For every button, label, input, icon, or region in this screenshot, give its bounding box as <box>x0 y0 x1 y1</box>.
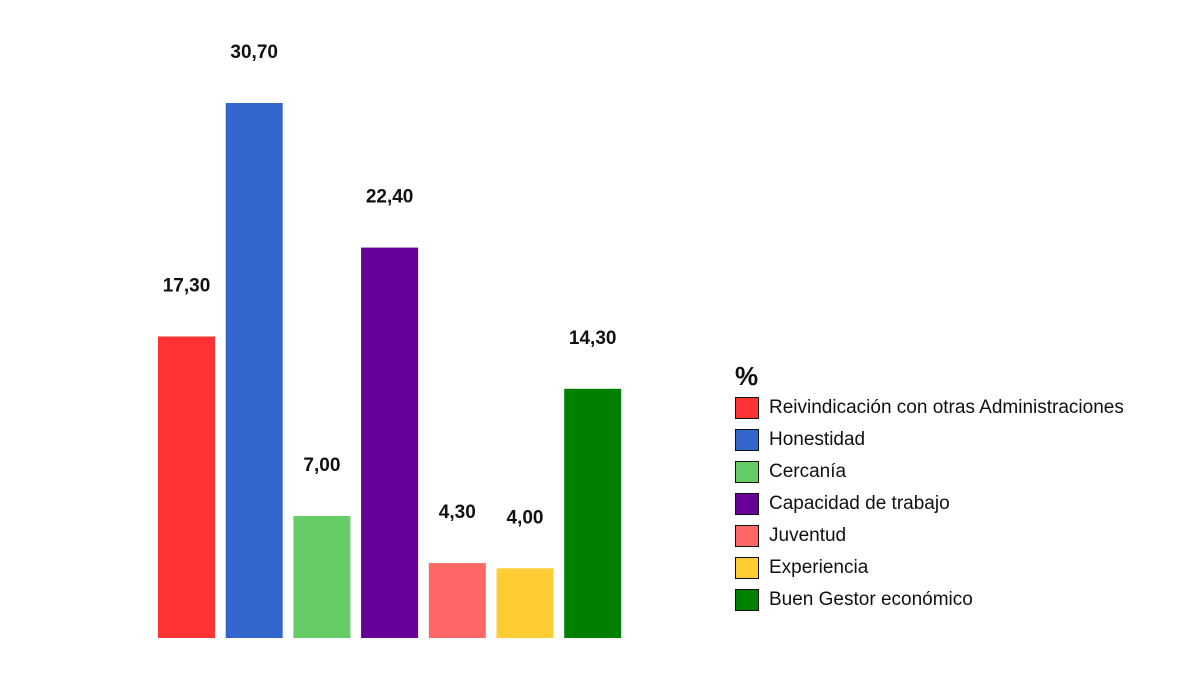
legend-swatch <box>735 525 759 547</box>
bar-5 <box>428 563 486 638</box>
legend-label: Honestidad <box>769 429 866 450</box>
bar-7 <box>564 388 622 638</box>
legend-item-3: Cercanía <box>735 456 1124 488</box>
bar-value-label-5: 4,30 <box>439 502 476 523</box>
legend-label: Experiencia <box>769 557 869 578</box>
legend-label: Reivindicación con otras Administracione… <box>769 397 1124 418</box>
legend-item-2: Honestidad <box>735 424 1124 456</box>
legend-item-5: Juventud <box>735 520 1124 552</box>
legend-item-4: Capacidad de trabajo <box>735 488 1124 520</box>
legend-item-6: Experiencia <box>735 552 1124 584</box>
legend-item-7: Buen Gestor económico <box>735 584 1124 616</box>
legend-items: Reivindicación con otras Administracione… <box>735 392 1124 616</box>
bar-value-label-1: 17,30 <box>163 276 211 297</box>
legend-title: % <box>735 361 759 391</box>
legend-swatch <box>735 493 759 515</box>
legend-swatch <box>735 461 759 483</box>
bar-value-label-3: 7,00 <box>303 455 340 476</box>
legend-label: Capacidad de trabajo <box>769 493 950 514</box>
bar-value-label-6: 4,00 <box>507 507 544 528</box>
legend-swatch <box>735 397 759 419</box>
legend-swatch <box>735 557 759 579</box>
bar-value-label-7: 14,30 <box>569 328 617 349</box>
legend-item-1: Reivindicación con otras Administracione… <box>735 392 1124 424</box>
bar-4 <box>361 247 419 638</box>
legend-label: Juventud <box>769 525 847 546</box>
legend-label: Buen Gestor económico <box>769 589 973 610</box>
legend-swatch <box>735 589 759 611</box>
bar-3 <box>293 516 351 638</box>
bar-6 <box>496 568 554 638</box>
legend-swatch <box>735 429 759 451</box>
legend: % Reivindicación con otras Administracio… <box>735 362 1124 616</box>
bar-1 <box>158 336 215 638</box>
legend-label: Cercanía <box>769 461 847 482</box>
bar-value-label-4: 22,40 <box>366 187 414 208</box>
bar-2 <box>225 103 283 638</box>
bar-value-label-2: 30,70 <box>230 42 278 63</box>
